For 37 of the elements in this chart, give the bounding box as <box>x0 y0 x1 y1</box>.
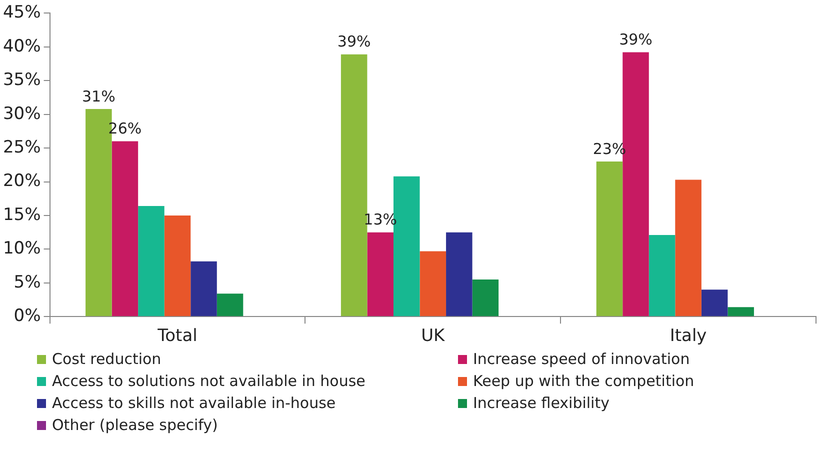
data-label: 39% <box>337 32 371 51</box>
bar <box>701 290 728 316</box>
bar <box>420 251 446 316</box>
bar <box>164 215 191 316</box>
y-tick-label: 30% <box>2 104 41 124</box>
y-tick-label: 25% <box>2 137 41 158</box>
x-tick-label: Italy <box>670 326 707 346</box>
bar <box>472 280 499 316</box>
data-label: 31% <box>82 87 116 106</box>
x-tick-label: Total <box>156 326 198 346</box>
bar <box>596 162 623 316</box>
y-tick-label: 10% <box>2 238 41 259</box>
bar <box>138 206 164 316</box>
legend-label: Increase speed of innovation <box>473 350 690 368</box>
legend-label: Increase flexibility <box>473 394 610 412</box>
bar <box>190 261 217 316</box>
y-tick-label: 35% <box>2 70 41 90</box>
legend-label: Access to skills not available in-house <box>52 394 336 412</box>
legend-label: Other (please specify) <box>52 416 218 434</box>
y-tick-label: 5% <box>14 272 41 292</box>
legend-label: Access to solutions not available in house <box>52 372 366 390</box>
bar <box>216 294 244 316</box>
legend-label: Keep up with the competition <box>473 372 694 390</box>
x-tick-label: UK <box>421 326 446 346</box>
legend-label: Cost reduction <box>52 350 162 368</box>
bar <box>728 307 754 316</box>
bar <box>675 180 702 316</box>
y-tick-label: 45% <box>2 2 41 23</box>
bar <box>648 235 676 316</box>
data-label: 39% <box>619 30 652 49</box>
bar <box>112 141 138 316</box>
bar <box>446 232 472 316</box>
bar <box>367 232 394 316</box>
y-tick-label: 15% <box>2 204 41 225</box>
y-tick-label: 0% <box>14 306 41 326</box>
y-tick-label: 20% <box>2 171 41 192</box>
y-tick-label: 40% <box>2 36 41 56</box>
